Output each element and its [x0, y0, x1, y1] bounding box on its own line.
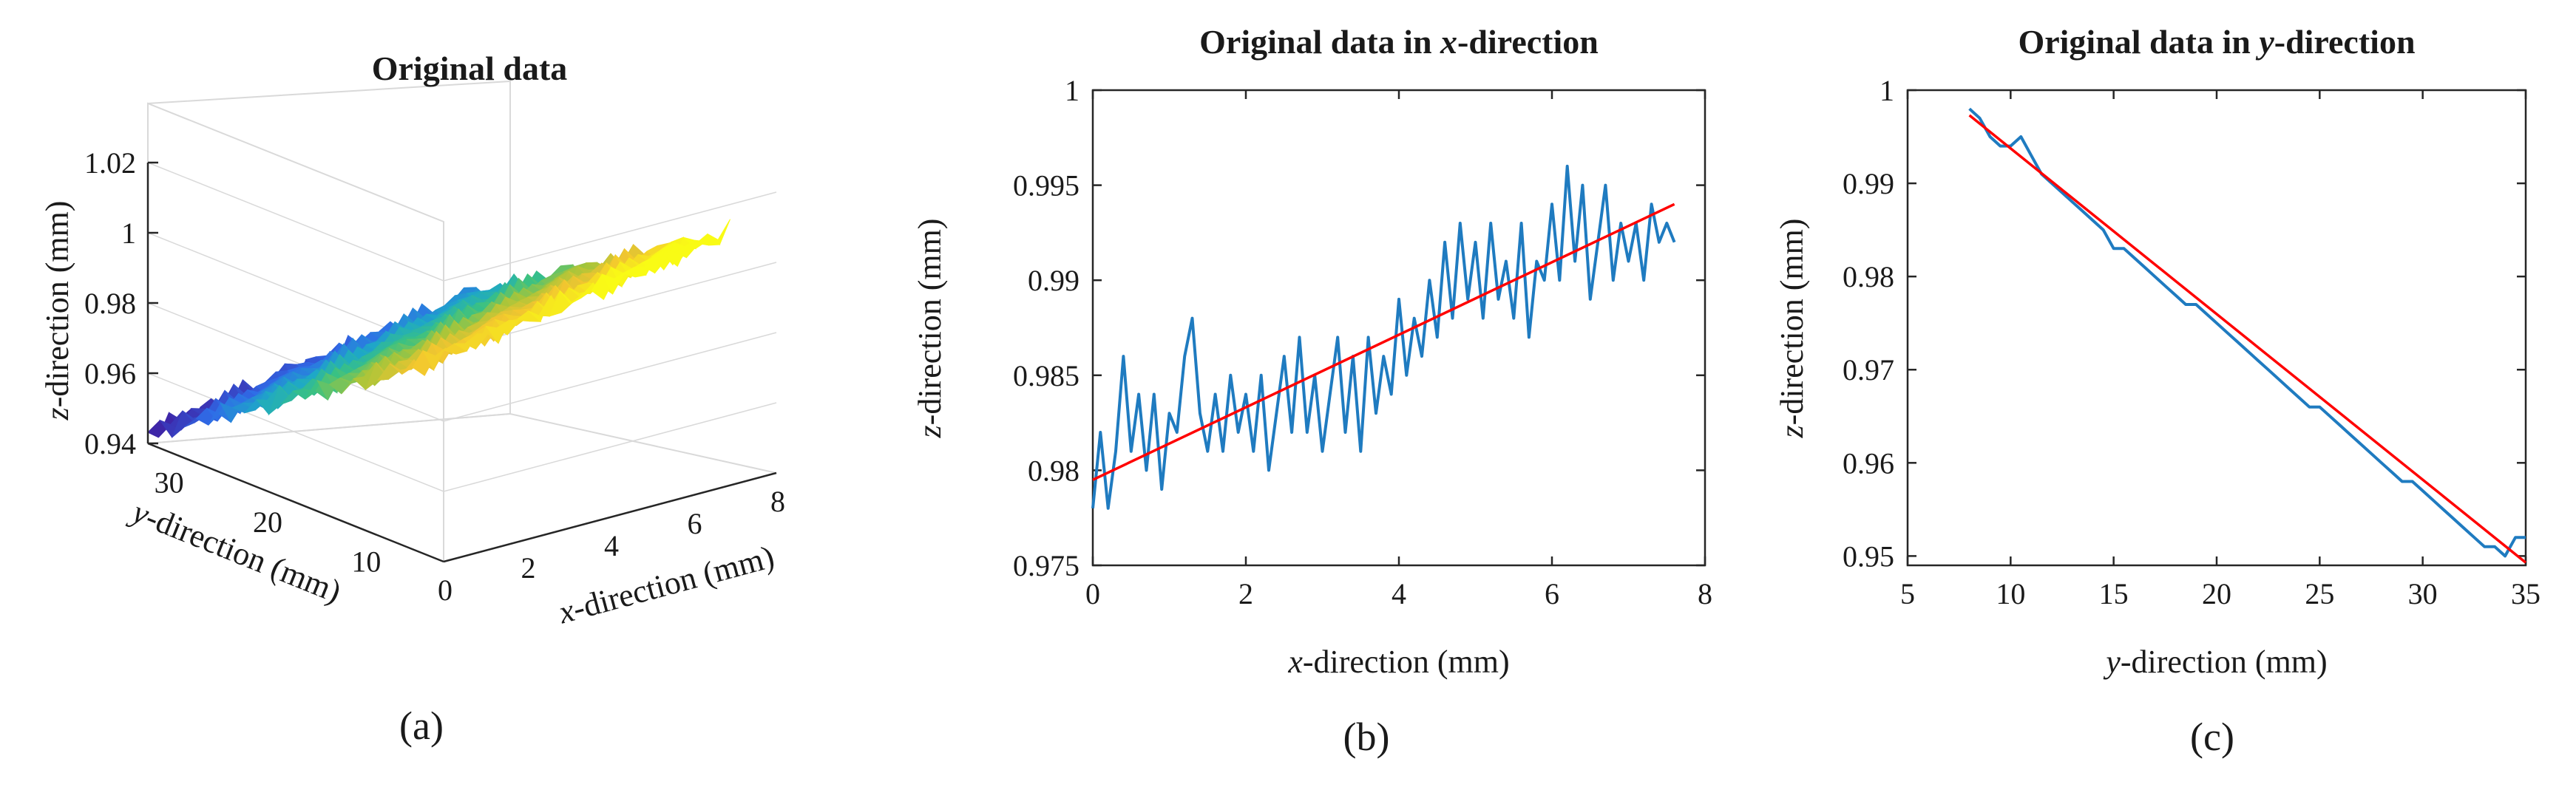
plot-c-title-prefix: Original data in — [2018, 23, 2259, 61]
x-tick-label: 35 — [2511, 577, 2541, 610]
surface-xlabel: x-direction (mm) — [554, 539, 778, 631]
surface-zlabel: z-direction (mm) — [39, 201, 75, 421]
surface-ticks: 0.94 0.96 0.98 1 1.02 10 20 30 0 2 4 6 8 — [84, 146, 785, 607]
x-tick-label: 30 — [2408, 577, 2438, 610]
plot-b-title-prefix: Original data in — [1199, 23, 1440, 61]
x-axis-line — [443, 471, 777, 563]
panel-label-c: (c) — [2190, 715, 2234, 759]
y-tick-label: 30 — [155, 466, 184, 500]
surface-gridlines — [147, 162, 777, 562]
y-tick-label: 10 — [351, 545, 381, 578]
plot-c-ylabel-rest: -direction (mm) — [1774, 219, 1810, 426]
x-tick-label: 2 — [521, 551, 536, 585]
plot-b-ylabel-var: z — [912, 425, 948, 438]
surface-ylabel-rest: -direction (mm) — [141, 499, 347, 610]
x-tick-label: 0 — [1085, 577, 1100, 610]
y-tick-label: 20 — [253, 505, 282, 539]
surface-xlabel-rest: -direction (mm) — [569, 539, 778, 627]
y-tick-label: 0.99 — [1028, 264, 1079, 297]
x-tick-label: 8 — [770, 485, 785, 518]
plot-b-title: Original data in x-direction — [1199, 23, 1599, 61]
plot-b-series — [1091, 164, 1676, 510]
z-tick-label: 0.98 — [84, 287, 136, 320]
z-tick-label: 0.96 — [84, 357, 136, 390]
x-tick-label: 2 — [1238, 577, 1253, 610]
y-tick-label: 0.98 — [1028, 454, 1079, 487]
surface-title: Original data — [372, 50, 568, 87]
plot-c-frame — [1906, 89, 2527, 567]
y-axis-line — [147, 442, 444, 563]
surface-axes — [146, 163, 777, 563]
surface-mesh — [147, 219, 731, 438]
plot-c-ticks: 5 10 15 20 25 30 35 0.95 0.96 0.97 0.98 0.99 1 — [1843, 74, 2541, 610]
plot-c-title-suffix: -direction — [2274, 23, 2416, 61]
x-tick-label: 10 — [1996, 577, 2025, 610]
measured-series-line — [1968, 107, 2526, 558]
plot-b-ylabel-rest: -direction (mm) — [912, 219, 948, 426]
y-tick-label: 0.995 — [1013, 169, 1079, 202]
x-tick-label: 0 — [438, 573, 453, 607]
panel-label-a: (a) — [399, 704, 444, 748]
z-gridline — [147, 162, 777, 282]
plot-b-xlabel: x-direction (mm) — [1287, 644, 1509, 680]
x-tick-label: 4 — [1392, 577, 1406, 610]
plot-b-ticks: 0 2 4 6 8 0.975 0.98 0.985 0.99 0.995 1 — [1013, 74, 1712, 610]
x-tick-label: 6 — [688, 507, 702, 540]
z-tick-label: 1 — [121, 217, 136, 250]
plot-b-title-suffix: -direction — [1457, 23, 1599, 61]
x-tick-label: 15 — [2099, 577, 2129, 610]
plot-c-ylabel: z-direction (mm) — [1774, 219, 1810, 439]
z-tick-label: 0.94 — [84, 427, 136, 460]
y-tick-label: 0.985 — [1013, 359, 1079, 392]
plot-c-xlabel-rest: -direction (mm) — [2121, 644, 2328, 680]
z-tick-label: 1.02 — [84, 146, 136, 180]
measured-series-line — [1091, 164, 1676, 510]
x-tick-label: 25 — [2305, 577, 2334, 610]
x-tick-label: 6 — [1545, 577, 1559, 610]
z-gridline — [147, 302, 777, 422]
plot-c-series — [1968, 107, 2527, 564]
panel-b: 0 2 4 6 8 0.975 0.98 0.985 0.99 0.995 1 Original d… — [912, 23, 1712, 759]
y-tick-label: 0.97 — [1843, 353, 1894, 387]
x-tick-label: 5 — [1900, 577, 1915, 610]
y-tick-label: 0.96 — [1843, 446, 1894, 480]
surface-zlabel-var: z — [39, 407, 75, 420]
plot-b-xlabel-var: x — [1287, 644, 1303, 680]
surface-patch — [707, 219, 731, 245]
linear-fit-line — [1968, 114, 2527, 564]
panel-label-b: (b) — [1343, 715, 1390, 759]
plot-b-ylabel: z-direction (mm) — [912, 219, 948, 439]
plot-b-title-var: x — [1440, 23, 1457, 61]
y-tick-label: 1 — [1880, 74, 1894, 107]
linear-fit-line — [1092, 202, 1675, 481]
y-tick-label: 0.98 — [1843, 260, 1894, 293]
surface-zlabel-rest: -direction (mm) — [39, 201, 75, 408]
panel-c: 5 10 15 20 25 30 35 0.95 0.96 0.97 0.98 0.99 1 Origi… — [1774, 23, 2541, 759]
y-tick-label: 0.95 — [1843, 539, 1894, 573]
x-tick-label: 4 — [604, 529, 619, 562]
plot-c-title-var: y — [2255, 23, 2274, 61]
plot-c-title: Original data in y-direction — [2018, 23, 2415, 61]
x-tick-label: 20 — [2202, 577, 2231, 610]
plot-c-xlabel-var: y — [2103, 644, 2121, 680]
panel-a: 0.94 0.96 0.98 1 1.02 10 20 30 0 2 4 6 8 Original da… — [39, 50, 785, 748]
y-tick-label: 1 — [1065, 74, 1079, 107]
y-tick-label: 0.99 — [1843, 167, 1894, 200]
plot-b-frame — [1091, 89, 1706, 567]
plot-c-xlabel: y-direction (mm) — [2103, 644, 2327, 680]
x-tick-label: 8 — [1698, 577, 1712, 610]
y-tick-label: 0.975 — [1013, 549, 1079, 582]
plot-b-xlabel-rest: -direction (mm) — [1303, 644, 1510, 680]
plot-c-ylabel-var: z — [1774, 425, 1810, 438]
